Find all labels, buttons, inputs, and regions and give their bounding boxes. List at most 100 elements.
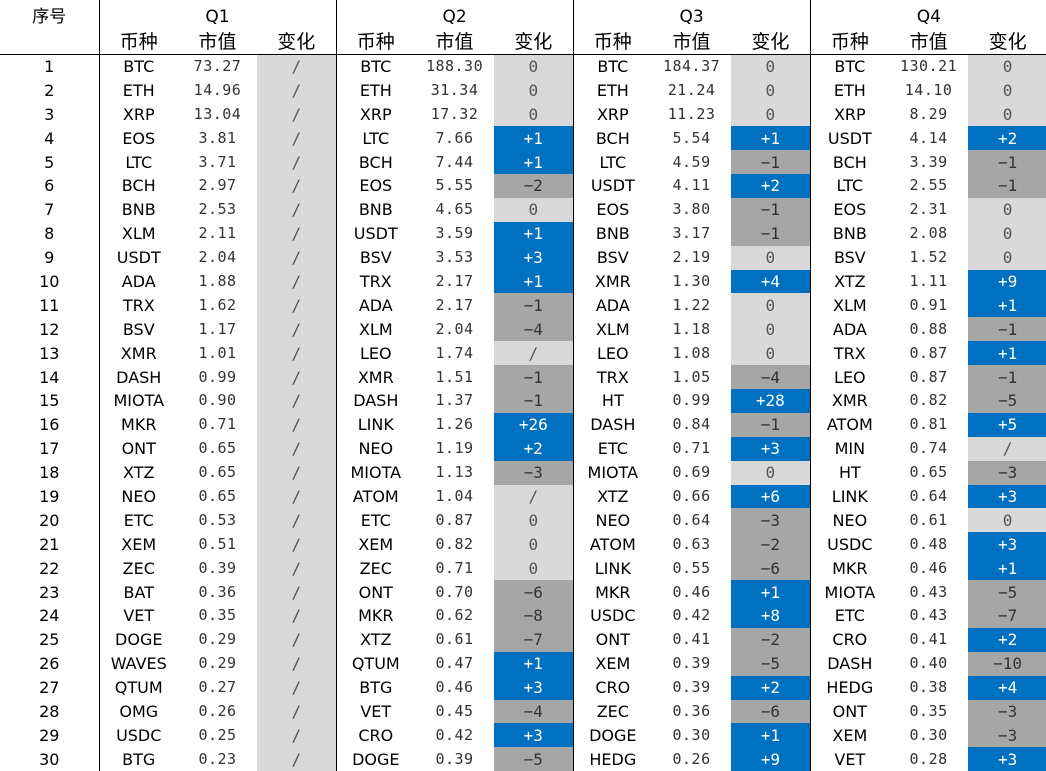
q1-cap-cell: 2.11 (178, 222, 257, 246)
q1-cap-cell: 1.88 (178, 270, 257, 294)
q4-change-cell: +2 (968, 126, 1046, 150)
rank-cell: 6 (0, 174, 99, 198)
q1-coin-cell: BAT (99, 580, 178, 604)
q3-change-cell: −1 (731, 413, 810, 437)
q1-cap-cell: 0.39 (178, 556, 257, 580)
q1-coin-cell: VET (99, 604, 178, 628)
q2-coin-cell: BSV (336, 246, 415, 270)
q1-change-cell: / (257, 55, 336, 79)
q3-coin-cell: USDC (573, 604, 652, 628)
q3-coin-cell: BCH (573, 126, 652, 150)
q2-change-cell: 0 (494, 55, 573, 79)
q2-change-cell: −5 (494, 747, 573, 771)
q2-change-cell: −7 (494, 628, 573, 652)
rank-cell: 17 (0, 437, 99, 461)
q2-change-cell: +2 (494, 437, 573, 461)
q4-change-cell: +1 (968, 293, 1046, 317)
q4-change-cell: 0 (968, 508, 1046, 532)
q4-coin-cell: LTC (810, 174, 889, 198)
q3-coin-cell: DASH (573, 413, 652, 437)
q1-coin-cell: USDC (99, 723, 178, 747)
q1-cap-cell: 0.53 (178, 508, 257, 532)
q4-coin-cell: ONT (810, 700, 889, 724)
q1-coin-cell: XTZ (99, 461, 178, 485)
q4-cap-cell: 1.52 (889, 246, 968, 270)
q4-coin-cell: LINK (810, 485, 889, 509)
q1-coin-cell: DASH (99, 365, 178, 389)
q3-coin-cell: CRO (573, 676, 652, 700)
q2-coin-cell: MIOTA (336, 461, 415, 485)
q3-change-cell: 0 (731, 246, 810, 270)
q3-cap-cell: 1.05 (652, 365, 731, 389)
q1-cap-cell: 73.27 (178, 55, 257, 79)
q1-cap-cell: 0.51 (178, 532, 257, 556)
q4-change-cell: 0 (968, 102, 1046, 126)
quarter-header-q3: Q3 (573, 0, 810, 27)
q4-cap-cell: 0.40 (889, 652, 968, 676)
q4-coin-cell: DASH (810, 652, 889, 676)
q2-change-cell: −1 (494, 365, 573, 389)
rank-cell: 8 (0, 222, 99, 246)
q2-coin-cell: TRX (336, 270, 415, 294)
q1-coin-cell: BTG (99, 747, 178, 771)
q1-cap-cell: 0.35 (178, 604, 257, 628)
q4-cap-cell: 0.43 (889, 580, 968, 604)
q1-cap-cell: 0.65 (178, 485, 257, 509)
q4-cap-cell: 0.65 (889, 461, 968, 485)
q2-change-cell: +1 (494, 222, 573, 246)
q1-change-cell: / (257, 532, 336, 556)
q1-cap-cell: 0.90 (178, 389, 257, 413)
q1-change-cell: / (257, 580, 336, 604)
q3-cap-cell: 4.11 (652, 174, 731, 198)
q3-coin-cell: ATOM (573, 532, 652, 556)
q3-cap-cell: 0.99 (652, 389, 731, 413)
q3-cap-cell: 3.80 (652, 198, 731, 222)
q3-cap-cell: 1.08 (652, 341, 731, 365)
q2-cap-cell: 1.19 (415, 437, 494, 461)
q4-coin-cell: BSV (810, 246, 889, 270)
q1-cap-cell: 0.71 (178, 413, 257, 437)
q2-cap-cell: 1.37 (415, 389, 494, 413)
q3-cap-cell: 11.23 (652, 102, 731, 126)
q1-change-cell: / (257, 365, 336, 389)
q1-cap-cell: 0.26 (178, 700, 257, 724)
q2-cap-cell: 31.34 (415, 78, 494, 102)
q1-change-cell: / (257, 270, 336, 294)
q4-cap-cell: 1.11 (889, 270, 968, 294)
q1-cap-cell: 1.62 (178, 293, 257, 317)
q1-change-cell: / (257, 485, 336, 509)
q4-cap-cell: 0.87 (889, 365, 968, 389)
q2-cap-cell: 3.53 (415, 246, 494, 270)
q4-change-cell: −1 (968, 150, 1046, 174)
q3-coin-cell: XRP (573, 102, 652, 126)
q2-cap-cell: 0.45 (415, 700, 494, 724)
rank-cell: 21 (0, 532, 99, 556)
q1-change-cell: / (257, 747, 336, 771)
q2-coin-cell: BTC (336, 55, 415, 79)
q1-coin-cell: XRP (99, 102, 178, 126)
q4-change-cell: +3 (968, 532, 1046, 556)
q2-cap-cell: 188.30 (415, 55, 494, 79)
q2-change-cell: −6 (494, 580, 573, 604)
q1-coin-cell: WAVES (99, 652, 178, 676)
q1-coin-cell: ETH (99, 78, 178, 102)
q4-coin-cell: USDC (810, 532, 889, 556)
q4-cap-cell: 0.48 (889, 532, 968, 556)
q1-coin-cell: ONT (99, 437, 178, 461)
q3-change-cell: −3 (731, 508, 810, 532)
q4-change-cell: −10 (968, 652, 1046, 676)
q2-cap-cell: 1.26 (415, 413, 494, 437)
q2-coin-cell: DASH (336, 389, 415, 413)
q2-change-cell: +26 (494, 413, 573, 437)
q3-coin-cell: ONT (573, 628, 652, 652)
q2-change-cell: +3 (494, 246, 573, 270)
q2-cap-cell: 0.61 (415, 628, 494, 652)
q1-change-cell: / (257, 389, 336, 413)
q4-cap-cell: 2.31 (889, 198, 968, 222)
